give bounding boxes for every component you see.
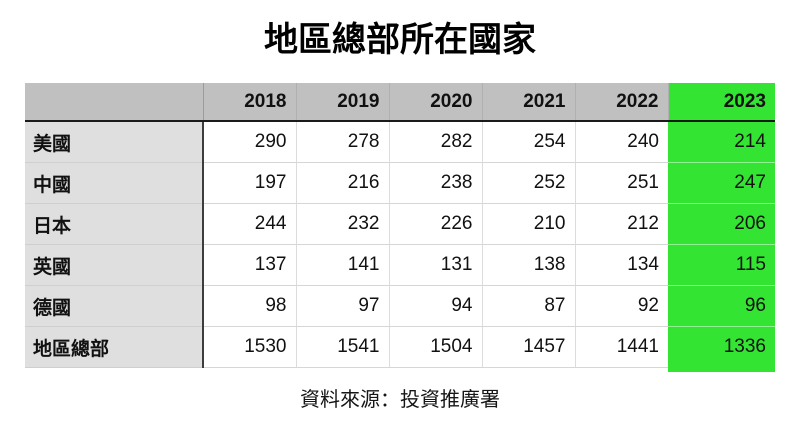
value-cell: 131 — [389, 244, 483, 286]
value-cell: 232 — [296, 203, 390, 245]
year-header-2022: 2022 — [575, 83, 669, 122]
value-cell: 138 — [482, 244, 576, 286]
page-title: 地區總部所在國家 — [264, 21, 536, 59]
value-cell: 92 — [575, 285, 668, 327]
value-cell: 98 — [203, 285, 297, 327]
value-cell: 226 — [389, 203, 483, 245]
row-label: 英國 — [25, 244, 204, 286]
regional-hq-table: 2018 2019 2020 2021 2022 2023 美國 290 278 282 254 2… — [25, 83, 775, 372]
table-row: 美國 290 278 282 254 240 214 — [25, 121, 775, 163]
value-cell: 282 — [389, 121, 483, 163]
table-row: 英國 137 141 131 138 134 115 — [25, 244, 775, 286]
value-cell: 115 — [668, 244, 775, 286]
value-cell: 1457 — [482, 326, 576, 368]
row-label: 德國 — [25, 285, 204, 327]
value-cell: 87 — [482, 285, 576, 327]
value-cell: 216 — [296, 162, 390, 204]
table-row: 日本 244 232 226 210 212 206 — [25, 203, 775, 245]
value-cell: 1530 — [203, 326, 297, 368]
row-label: 地區總部 — [25, 326, 204, 368]
value-cell: 212 — [575, 203, 668, 245]
year-header-2023: 2023 — [668, 83, 775, 122]
value-cell: 197 — [203, 162, 297, 204]
value-cell: 97 — [296, 285, 390, 327]
value-cell: 210 — [482, 203, 576, 245]
value-cell: 214 — [668, 121, 775, 163]
value-cell: 290 — [203, 121, 297, 163]
value-cell: 206 — [668, 203, 775, 245]
value-cell: 254 — [482, 121, 576, 163]
table-row: 中國 197 216 238 252 251 247 — [25, 162, 775, 204]
table-row: 地區總部 1530 1541 1504 1457 1441 1336 — [25, 326, 775, 372]
value-cell: 252 — [482, 162, 576, 204]
table-row: 德國 98 97 94 87 92 96 — [25, 285, 775, 327]
value-cell: 94 — [389, 285, 483, 327]
value-cell: 96 — [668, 285, 775, 327]
value-cell: 1504 — [389, 326, 483, 368]
value-cell: 244 — [203, 203, 297, 245]
value-cell: 238 — [389, 162, 483, 204]
value-cell: 1441 — [575, 326, 668, 368]
year-header-2019: 2019 — [296, 83, 390, 122]
value-cell: 240 — [575, 121, 668, 163]
value-cell: 251 — [575, 162, 668, 204]
value-cell: 278 — [296, 121, 390, 163]
source-note: 資料來源：投資推廣署 — [300, 389, 500, 411]
table-body: 美國 290 278 282 254 240 214 中國 197 216 238 252 251 247… — [25, 121, 775, 372]
row-label: 美國 — [25, 121, 204, 163]
value-cell: 141 — [296, 244, 390, 286]
row-label: 日本 — [25, 203, 204, 245]
value-cell: 1336 — [668, 326, 775, 372]
row-label: 中國 — [25, 162, 204, 204]
value-cell: 134 — [575, 244, 668, 286]
table-header-row: 2018 2019 2020 2021 2022 2023 — [25, 83, 775, 122]
year-header-2020: 2020 — [389, 83, 483, 122]
value-cell: 247 — [668, 162, 775, 204]
value-cell: 1541 — [296, 326, 390, 368]
year-header-2021: 2021 — [482, 83, 576, 122]
year-header-2018: 2018 — [203, 83, 297, 122]
table-corner-cell — [25, 83, 204, 122]
value-cell: 137 — [203, 244, 297, 286]
